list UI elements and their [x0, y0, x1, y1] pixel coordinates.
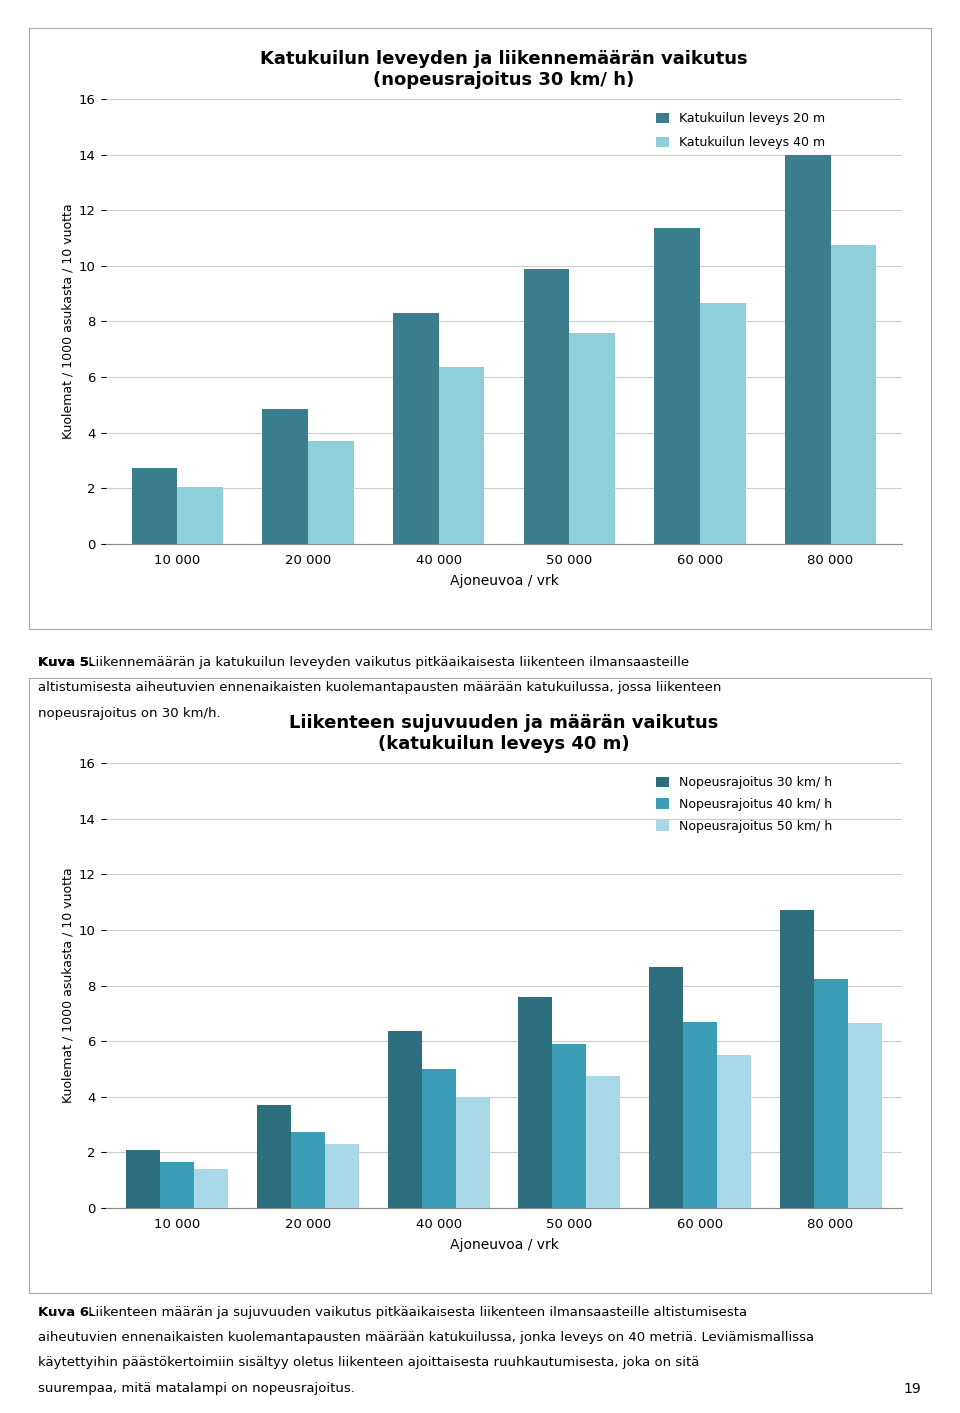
Bar [717, 1056, 751, 1208]
Legend: Katukuilun leveys 20 m, Katukuilun leveys 40 m: Katukuilun leveys 20 m, Katukuilun levey… [654, 110, 828, 151]
Bar [262, 410, 308, 544]
Bar [388, 1031, 421, 1208]
Bar [813, 979, 848, 1208]
Text: Kuva 5.: Kuva 5. [38, 656, 94, 668]
Text: suurempaa, mitä matalampi on nopeusrajoitus.: suurempaa, mitä matalampi on nopeusrajoi… [38, 1382, 355, 1395]
Bar [523, 268, 569, 544]
Bar [178, 487, 223, 544]
Bar [127, 1150, 160, 1208]
Text: Kuva 5. Liikennemäärän ja katukuilun leveyden vaikutus pitkäaikaisesta liikentee: Kuva 5. Liikennemäärän ja katukuilun lev… [38, 656, 960, 668]
Bar [780, 910, 813, 1208]
Bar [552, 1044, 587, 1208]
Y-axis label: Kuolemat / 1000 asukasta / 10 vuotta: Kuolemat / 1000 asukasta / 10 vuotta [61, 203, 75, 439]
Bar [587, 1075, 620, 1208]
Title: Liikenteen sujuvuuden ja määrän vaikutus
(katukuilun leveys 40 m): Liikenteen sujuvuuden ja määrän vaikutus… [289, 715, 719, 753]
Legend: Nopeusrajoitus 30 km/ h, Nopeusrajoitus 40 km/ h, Nopeusrajoitus 50 km/ h: Nopeusrajoitus 30 km/ h, Nopeusrajoitus … [654, 774, 834, 835]
Bar [649, 968, 683, 1208]
X-axis label: Ajoneuvoa / vrk: Ajoneuvoa / vrk [449, 1238, 559, 1252]
Bar [160, 1163, 195, 1208]
Bar [393, 314, 439, 544]
Bar [421, 1070, 456, 1208]
Bar [785, 154, 830, 544]
Bar [848, 1023, 881, 1208]
Bar [830, 244, 876, 544]
Bar [518, 996, 552, 1208]
Text: käytettyihin päästökertoimiin sisältyy oletus liikenteen ajoittaisesta ruuhkautu: käytettyihin päästökertoimiin sisältyy o… [38, 1356, 700, 1369]
Y-axis label: Kuolemat / 1000 asukasta / 10 vuotta: Kuolemat / 1000 asukasta / 10 vuotta [61, 868, 75, 1104]
Bar [308, 441, 354, 544]
Bar [439, 367, 485, 544]
Text: aiheutuvien ennenaikaisten kuolemantapausten määrään katukuilussa, jonka leveys : aiheutuvien ennenaikaisten kuolemantapau… [38, 1331, 814, 1344]
Bar [700, 304, 746, 544]
Bar [291, 1132, 325, 1208]
Text: Liikenteen määrän ja sujuvuuden vaikutus pitkäaikaisesta liikenteen ilmansaastei: Liikenteen määrän ja sujuvuuden vaikutus… [84, 1306, 747, 1318]
Bar [325, 1145, 359, 1208]
Title: Katukuilun leveyden ja liikennemäärän vaikutus
(nopeusrajoitus 30 km/ h): Katukuilun leveyden ja liikennemäärän va… [260, 51, 748, 89]
Bar [654, 229, 700, 544]
Bar [683, 1022, 717, 1208]
Bar [195, 1169, 228, 1208]
Text: altistumisesta aiheutuvien ennenaikaisten kuolemantapausten määrään katukuilussa: altistumisesta aiheutuvien ennenaikaiste… [38, 681, 722, 694]
Text: Kuva 5.: Kuva 5. [38, 656, 94, 668]
Bar [132, 468, 178, 544]
Text: nopeusrajoitus on 30 km/h.: nopeusrajoitus on 30 km/h. [38, 706, 221, 719]
Text: Liikennemäärän ja katukuilun leveyden vaikutus pitkäaikaisesta liikenteen ilmans: Liikennemäärän ja katukuilun leveyden va… [84, 656, 689, 668]
Bar [569, 332, 615, 544]
Bar [456, 1096, 490, 1208]
Text: 19: 19 [904, 1382, 922, 1396]
Text: Kuva 6.: Kuva 6. [38, 1306, 94, 1318]
X-axis label: Ajoneuvoa / vrk: Ajoneuvoa / vrk [449, 574, 559, 588]
Bar [257, 1105, 291, 1208]
